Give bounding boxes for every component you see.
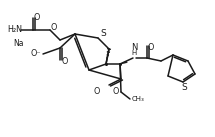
Text: O: O (148, 42, 154, 52)
Text: Na: Na (14, 38, 24, 48)
Text: O: O (51, 24, 57, 32)
Text: O: O (34, 12, 40, 22)
Text: S: S (181, 83, 187, 92)
Text: S: S (100, 29, 106, 38)
Text: O: O (113, 88, 119, 96)
Text: H₂N: H₂N (8, 25, 23, 35)
Polygon shape (120, 61, 127, 64)
Text: N: N (131, 44, 137, 52)
Text: CH₃: CH₃ (132, 96, 144, 102)
Text: O⁻: O⁻ (31, 49, 41, 58)
Text: H: H (131, 50, 137, 56)
Text: O: O (62, 56, 68, 65)
Text: O: O (94, 86, 100, 95)
